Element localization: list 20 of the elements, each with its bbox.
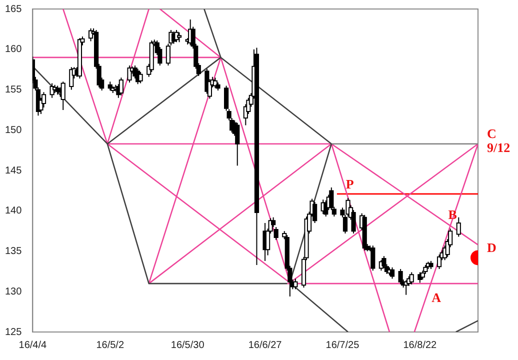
x-tick-label: 16/5/2 — [96, 340, 124, 351]
x-tick-label: 16/5/30 — [170, 340, 205, 351]
x-tick-label: 16/8/22 — [403, 340, 438, 351]
annotation: A — [432, 290, 442, 306]
y-tick-label: 150 — [4, 124, 22, 136]
y-tick-label: 145 — [4, 165, 22, 176]
annotation: 9/12 — [487, 140, 510, 156]
x-tick-label: 16/7/25 — [326, 340, 360, 351]
x-tick-label: 16/6/27 — [248, 340, 282, 351]
annotation: D — [487, 240, 496, 256]
x-tick-label: 16/4/4 — [18, 340, 48, 351]
annotation: P — [346, 176, 354, 192]
annotation: C — [487, 126, 496, 142]
y-tick-label: 160 — [4, 44, 22, 56]
y-tick-label: 155 — [4, 84, 22, 96]
y-tick-label: 165 — [4, 4, 22, 15]
y-tick-label: 140 — [4, 206, 22, 217]
y-tick-label: 130 — [4, 286, 22, 298]
y-tick-label: 135 — [4, 246, 22, 257]
y-tick-label: 125 — [4, 326, 22, 338]
